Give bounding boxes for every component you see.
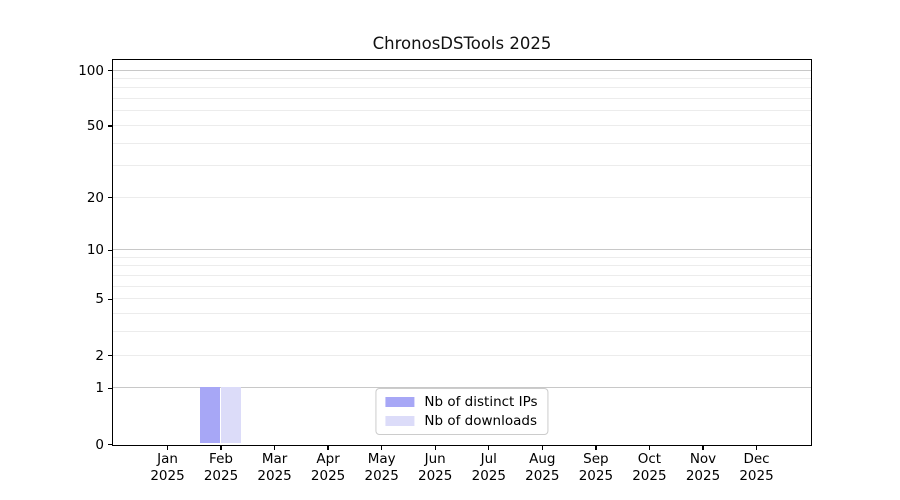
minor-gridline [113, 142, 811, 144]
x-tick-label: Oct 2025 [632, 451, 667, 484]
y-tick-label: 2 [95, 347, 104, 364]
minor-gridline [113, 256, 811, 258]
y-tick-label: 20 [86, 189, 104, 206]
y-tick-label: 5 [95, 291, 104, 308]
x-tick-label: Jul 2025 [471, 451, 506, 484]
legend-entry: Nb of distinct IPs [385, 394, 538, 410]
legend-entry-label: Nb of distinct IPs [424, 394, 538, 410]
x-tick-label: Sep 2025 [578, 451, 614, 484]
x-tick-label: May 2025 [364, 451, 399, 484]
legend: Nb of distinct IPs Nb of downloads [375, 388, 549, 435]
x-tick-label: Aug 2025 [525, 451, 560, 484]
bar-feb-downloads [220, 387, 242, 444]
minor-gridline [113, 165, 811, 167]
x-tick-label: Apr 2025 [310, 451, 346, 484]
minor-gridline [113, 77, 811, 79]
minor-gridline [113, 354, 811, 356]
x-tick-label: Jan 2025 [150, 451, 185, 484]
minor-gridline [113, 285, 811, 287]
minor-gridline [113, 298, 811, 300]
minor-gridline [113, 265, 811, 267]
minor-gridline [113, 331, 811, 333]
major-gridline [113, 387, 811, 389]
chart-title: ChronosDSTools 2025 [372, 34, 552, 53]
y-tick-label: 1 [95, 380, 104, 397]
minor-gridline [113, 124, 811, 126]
minor-gridline [113, 313, 811, 315]
y-tick-label: 100 [78, 62, 104, 79]
major-gridline [113, 69, 811, 71]
legend-swatch [385, 416, 415, 426]
y-tick-label: 50 [86, 117, 104, 134]
x-tick-label: Nov 2025 [685, 451, 721, 484]
minor-gridline [113, 98, 811, 99]
minor-gridline [113, 87, 811, 89]
minor-gridline [113, 110, 811, 112]
x-tick-label: Feb 2025 [203, 451, 239, 484]
minor-gridline [113, 196, 811, 198]
legend-swatch [385, 397, 415, 407]
y-tick-label: 0 [95, 436, 104, 453]
plot-area: Nb of distinct IPs Nb of downloads [112, 59, 812, 446]
x-tick-label: Jun 2025 [418, 451, 453, 484]
x-tick-label: Mar 2025 [257, 451, 292, 484]
x-tick-label: Dec 2025 [739, 451, 774, 484]
major-gridline [113, 249, 811, 251]
legend-entry: Nb of downloads [385, 413, 537, 429]
legend-entry-label: Nb of downloads [424, 413, 537, 429]
bar-feb-distinct-ips [199, 387, 221, 444]
minor-gridline [113, 275, 811, 276]
y-tick-label: 10 [86, 242, 104, 259]
